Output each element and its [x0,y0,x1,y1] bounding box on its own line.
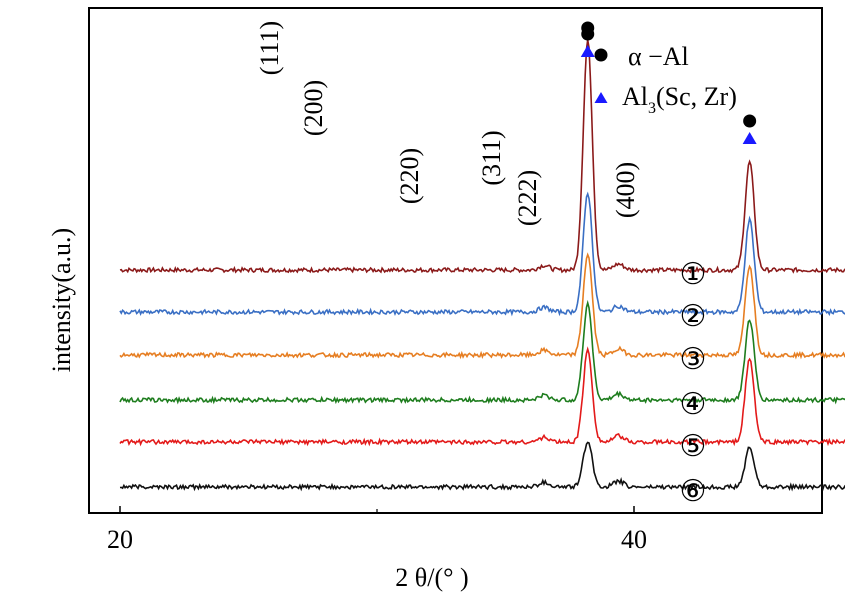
peak-label-400: (400) [611,162,640,218]
alpha-al-marker [581,27,595,41]
x-tick-label: 20 [107,525,133,554]
trace-2 [119,191,845,317]
legend-al3-marker [594,92,608,103]
y-axis-label: intensity(a.u.) [47,228,76,372]
x-axis-label: 2 θ/(° ) [395,563,468,592]
trace-3 [119,252,845,360]
alpha-al-marker [743,114,757,128]
peak-label-220: (220) [395,148,424,204]
trace-5 [119,346,845,447]
series-label-6: ⑥ [680,474,707,509]
x-axis-ticks: 20406080100 [107,506,647,554]
trace-6 [119,441,845,492]
peak-label-222: (222) [513,170,542,226]
legend-alpha-al-label: α −Al [628,42,689,71]
peak-label-200: (200) [299,80,328,136]
al3-marker [580,45,595,57]
series-label-3: ③ [680,342,707,377]
legend-alpha-al-marker [594,48,608,62]
peak-markers [580,21,757,144]
series-label-1: ① [680,257,707,292]
legend: α −Al Al3(Sc, Zr) [594,42,737,117]
trace-4 [119,299,845,405]
peak-label-111: (111) [255,21,284,75]
x-tick-label: 40 [621,525,647,554]
series-labels: ① ② ③ ④ ⑤ ⑥ [680,257,707,509]
peak-labels: (111) (200) (220) (311)(222) (400) [255,21,640,226]
series-label-4: ④ [680,387,707,422]
series-label-2: ② [680,299,707,334]
peak-label-311: (311) [477,130,506,185]
diffraction-traces [119,39,845,492]
plot-frame [88,7,823,514]
series-label-5: ⑤ [680,429,707,464]
legend-al3-label: Al3(Sc, Zr) [622,82,737,117]
trace-1 [119,39,845,274]
al3-marker [742,132,757,144]
